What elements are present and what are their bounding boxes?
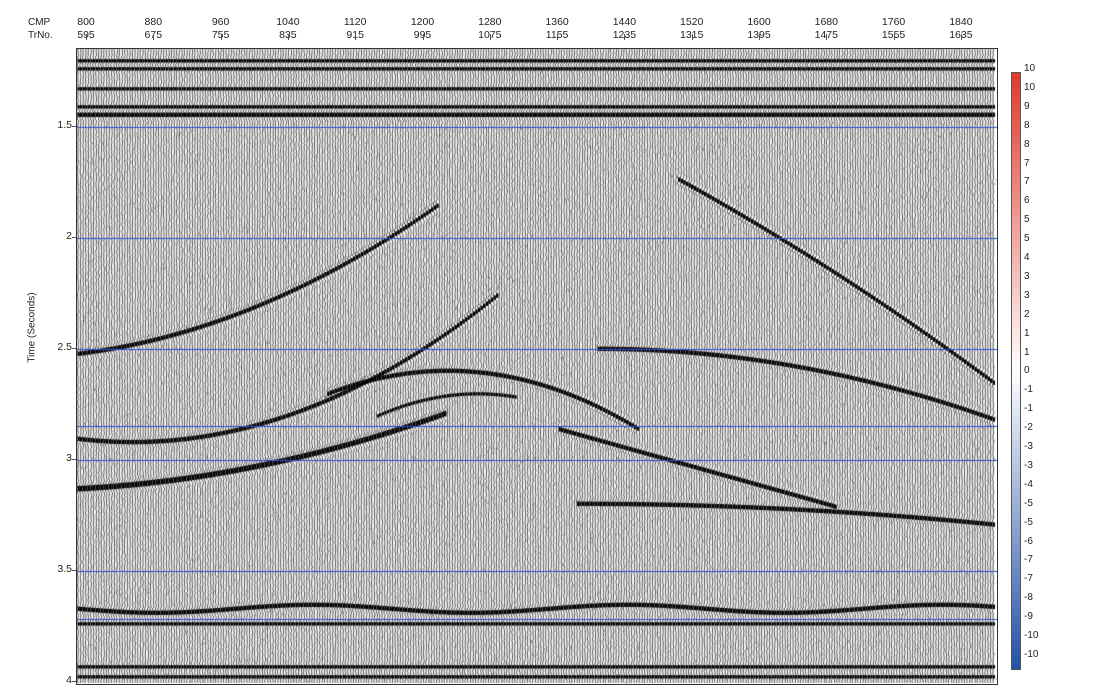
- colorbar-tick-label: -2: [1024, 422, 1033, 434]
- colorbar-tick-label: 8: [1024, 119, 1030, 131]
- cmp-tick-value: 1680: [814, 16, 838, 28]
- colorbar-tick-label: 2: [1024, 308, 1030, 320]
- colorbar-tick-label: -3: [1024, 459, 1033, 471]
- y-tick-mark: [72, 347, 76, 349]
- colorbar-tick-label: 7: [1024, 176, 1030, 188]
- y-tick-label: 2.5: [57, 340, 72, 353]
- cmp-tick-value: 1360: [545, 16, 569, 28]
- seismic-section-panel[interactable]: [76, 48, 998, 685]
- top-tick-label: 14401235: [596, 16, 652, 41]
- y-tick-label: 1.5: [57, 118, 72, 131]
- top-tick-label: 16001395: [731, 16, 787, 41]
- top-tick-label: 16801475: [798, 16, 854, 41]
- colorbar-tick-label: 1: [1024, 346, 1030, 358]
- trno-header-label: TrNo.: [28, 30, 53, 41]
- y-tick-mark: [72, 569, 76, 571]
- top-tick-mark: [893, 34, 895, 40]
- y-tick-mark: [72, 125, 76, 127]
- colorbar-tick-label: -3: [1024, 441, 1033, 452]
- trno-tick-value: 1315: [664, 29, 720, 42]
- colorbar-tick-label: 7: [1024, 157, 1030, 169]
- cmp-tick-value: 800: [77, 16, 95, 28]
- colorbar-tick-label: -10: [1024, 648, 1039, 660]
- colorbar-tick-label: 4: [1024, 252, 1030, 263]
- trno-tick-value: 1555: [866, 29, 922, 42]
- top-tick-label: 15201315: [664, 16, 720, 41]
- top-tick-mark: [826, 34, 828, 40]
- trno-tick-value: 1235: [596, 29, 652, 42]
- colorbar-tick-label: 1: [1024, 327, 1030, 339]
- colorbar-tick-label: -1: [1024, 384, 1033, 396]
- top-tick-mark: [422, 34, 424, 40]
- colorbar-tick-label: -9: [1024, 611, 1033, 623]
- top-tick-label: 17601555: [866, 16, 922, 41]
- cmp-tick-value: 1200: [410, 16, 435, 28]
- colorbar-tick-label: -4: [1024, 478, 1033, 490]
- y-tick-label: 2: [66, 229, 72, 242]
- seismic-wiggle-canvas[interactable]: [77, 49, 997, 684]
- top-tick-mark: [557, 34, 559, 40]
- top-tick-mark: [489, 34, 491, 40]
- colorbar-tick-label: 0: [1024, 365, 1030, 377]
- top-tick-mark: [153, 34, 155, 40]
- colorbar-tick-label: 5: [1024, 214, 1030, 226]
- colorbar-tick-label: 5: [1024, 233, 1030, 245]
- cmp-tick-value: 1120: [343, 16, 367, 28]
- y-tick-mark: [72, 458, 76, 460]
- cmp-header-label: CMP: [28, 17, 51, 28]
- top-tick-mark: [86, 34, 87, 40]
- cmp-tick-value: 1440: [612, 16, 637, 28]
- cmp-tick-value: 1840: [949, 16, 973, 28]
- y-tick-label: 3: [66, 451, 72, 464]
- top-tick-mark: [287, 34, 289, 40]
- colorbar-tick-label: -10: [1024, 630, 1039, 641]
- top-tick-mark: [624, 34, 626, 40]
- colorbar-tick-label: 10: [1024, 63, 1036, 74]
- y-tick-label: 4: [66, 673, 72, 686]
- cmp-tick-value: 880: [144, 16, 163, 28]
- colorbar-tick-label: 10: [1024, 81, 1036, 93]
- y-tick-mark: [72, 236, 76, 238]
- colorbar-tick-label: 9: [1024, 100, 1030, 112]
- cmp-tick-value: 1520: [680, 16, 704, 28]
- top-tick-label: 18401635: [933, 16, 989, 41]
- top-tick-mark: [759, 34, 760, 40]
- top-tick-mark: [355, 34, 357, 40]
- cmp-tick-value: 1040: [276, 16, 300, 28]
- colorbar-tick-label: 8: [1024, 138, 1030, 150]
- colorbar-tick-label: -5: [1024, 497, 1033, 509]
- trno-tick-value: 1075: [462, 29, 518, 42]
- y-axis-title: Time (Seconds): [26, 292, 38, 363]
- cmp-tick-value: 1760: [881, 16, 906, 28]
- top-tick-mark: [220, 34, 222, 40]
- colorbar-tick-label: -1: [1024, 403, 1033, 415]
- top-tick-mark: [960, 34, 962, 40]
- trno-tick-value: 1635: [933, 29, 989, 42]
- cmp-tick-value: 1600: [747, 16, 771, 28]
- y-tick-mark: [72, 680, 76, 682]
- colorbar-tick-label: -6: [1024, 535, 1033, 547]
- top-tick-label: 12801075: [462, 16, 518, 41]
- trno-tick-value: 1395: [731, 29, 787, 42]
- colorbar-tick-label: 3: [1024, 270, 1030, 282]
- colorbar-tick-label: -5: [1024, 516, 1033, 528]
- colorbar-tick-label: 6: [1024, 195, 1030, 207]
- trno-tick-value: 1475: [798, 29, 854, 42]
- colorbar-tick-label: -8: [1024, 592, 1033, 604]
- colorbar-tick-label: 3: [1024, 289, 1030, 301]
- amplitude-colorbar: [1011, 72, 1021, 670]
- y-tick-label: 3.5: [57, 562, 72, 575]
- top-tick-mark: [691, 34, 693, 40]
- cmp-tick-value: 1280: [478, 16, 502, 28]
- colorbar-tick-label: -7: [1024, 554, 1033, 566]
- colorbar-tick-label: -7: [1024, 573, 1033, 585]
- cmp-tick-value: 960: [211, 16, 230, 28]
